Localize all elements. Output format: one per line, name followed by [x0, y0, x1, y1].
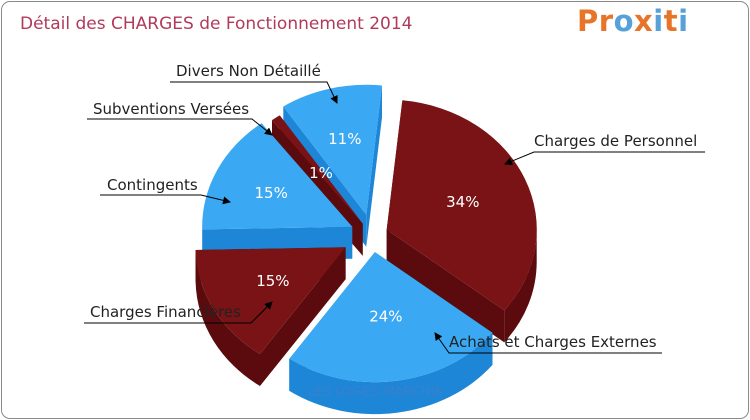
- slice-side: [504, 229, 537, 343]
- slice-percent-label: 15%: [256, 272, 289, 290]
- footer-commune: LES LOGES-MARCHIS: [307, 385, 443, 400]
- slice-category-label: Charges Financières: [90, 303, 241, 321]
- proxiti-logo: Proxiti: [577, 4, 689, 38]
- slice-percent-label: 1%: [309, 164, 333, 182]
- pie-slice: [272, 115, 363, 224]
- callout-line: [87, 118, 273, 136]
- slice-category-label: Contingents: [107, 176, 198, 194]
- logo-letter: i: [653, 4, 664, 38]
- slice-side: [195, 250, 260, 386]
- callout-line: [170, 81, 338, 104]
- slice-percent-label: 24%: [369, 308, 402, 326]
- slice-percent-label: 15%: [255, 184, 288, 202]
- logo-letter: P: [577, 4, 599, 38]
- callout-line: [84, 301, 273, 324]
- callout-line: [504, 151, 705, 166]
- slice-wall: [260, 247, 346, 386]
- logo-letter: x: [634, 4, 654, 38]
- pie-slice: [289, 252, 493, 383]
- pie-slice: [195, 247, 346, 354]
- slice-percent-label: 34%: [446, 193, 479, 211]
- logo-letter: t: [663, 4, 679, 38]
- pie-slice: [202, 123, 353, 230]
- logo-letter: i: [678, 4, 689, 38]
- slice-side: [289, 332, 493, 415]
- callout-line: [100, 194, 231, 205]
- logo-letter: r: [598, 4, 614, 38]
- callout-line: [434, 332, 662, 354]
- logo-letter: o: [613, 4, 635, 38]
- pie-slice: [386, 100, 537, 311]
- slice-category-label: Divers Non Détaillé: [176, 62, 321, 80]
- slice-percent-label: 11%: [328, 130, 361, 148]
- slice-category-label: Charges de Personnel: [534, 132, 697, 150]
- slice-category-label: Achats et Charges Externes: [449, 333, 657, 351]
- slice-category-label: Subventions Versées: [93, 100, 249, 118]
- chart-title: Détail des CHARGES de Fonctionnement 201…: [20, 14, 413, 34]
- slice-wall: [386, 229, 505, 343]
- pie-slice: [283, 84, 382, 215]
- slice-wall: [366, 85, 382, 247]
